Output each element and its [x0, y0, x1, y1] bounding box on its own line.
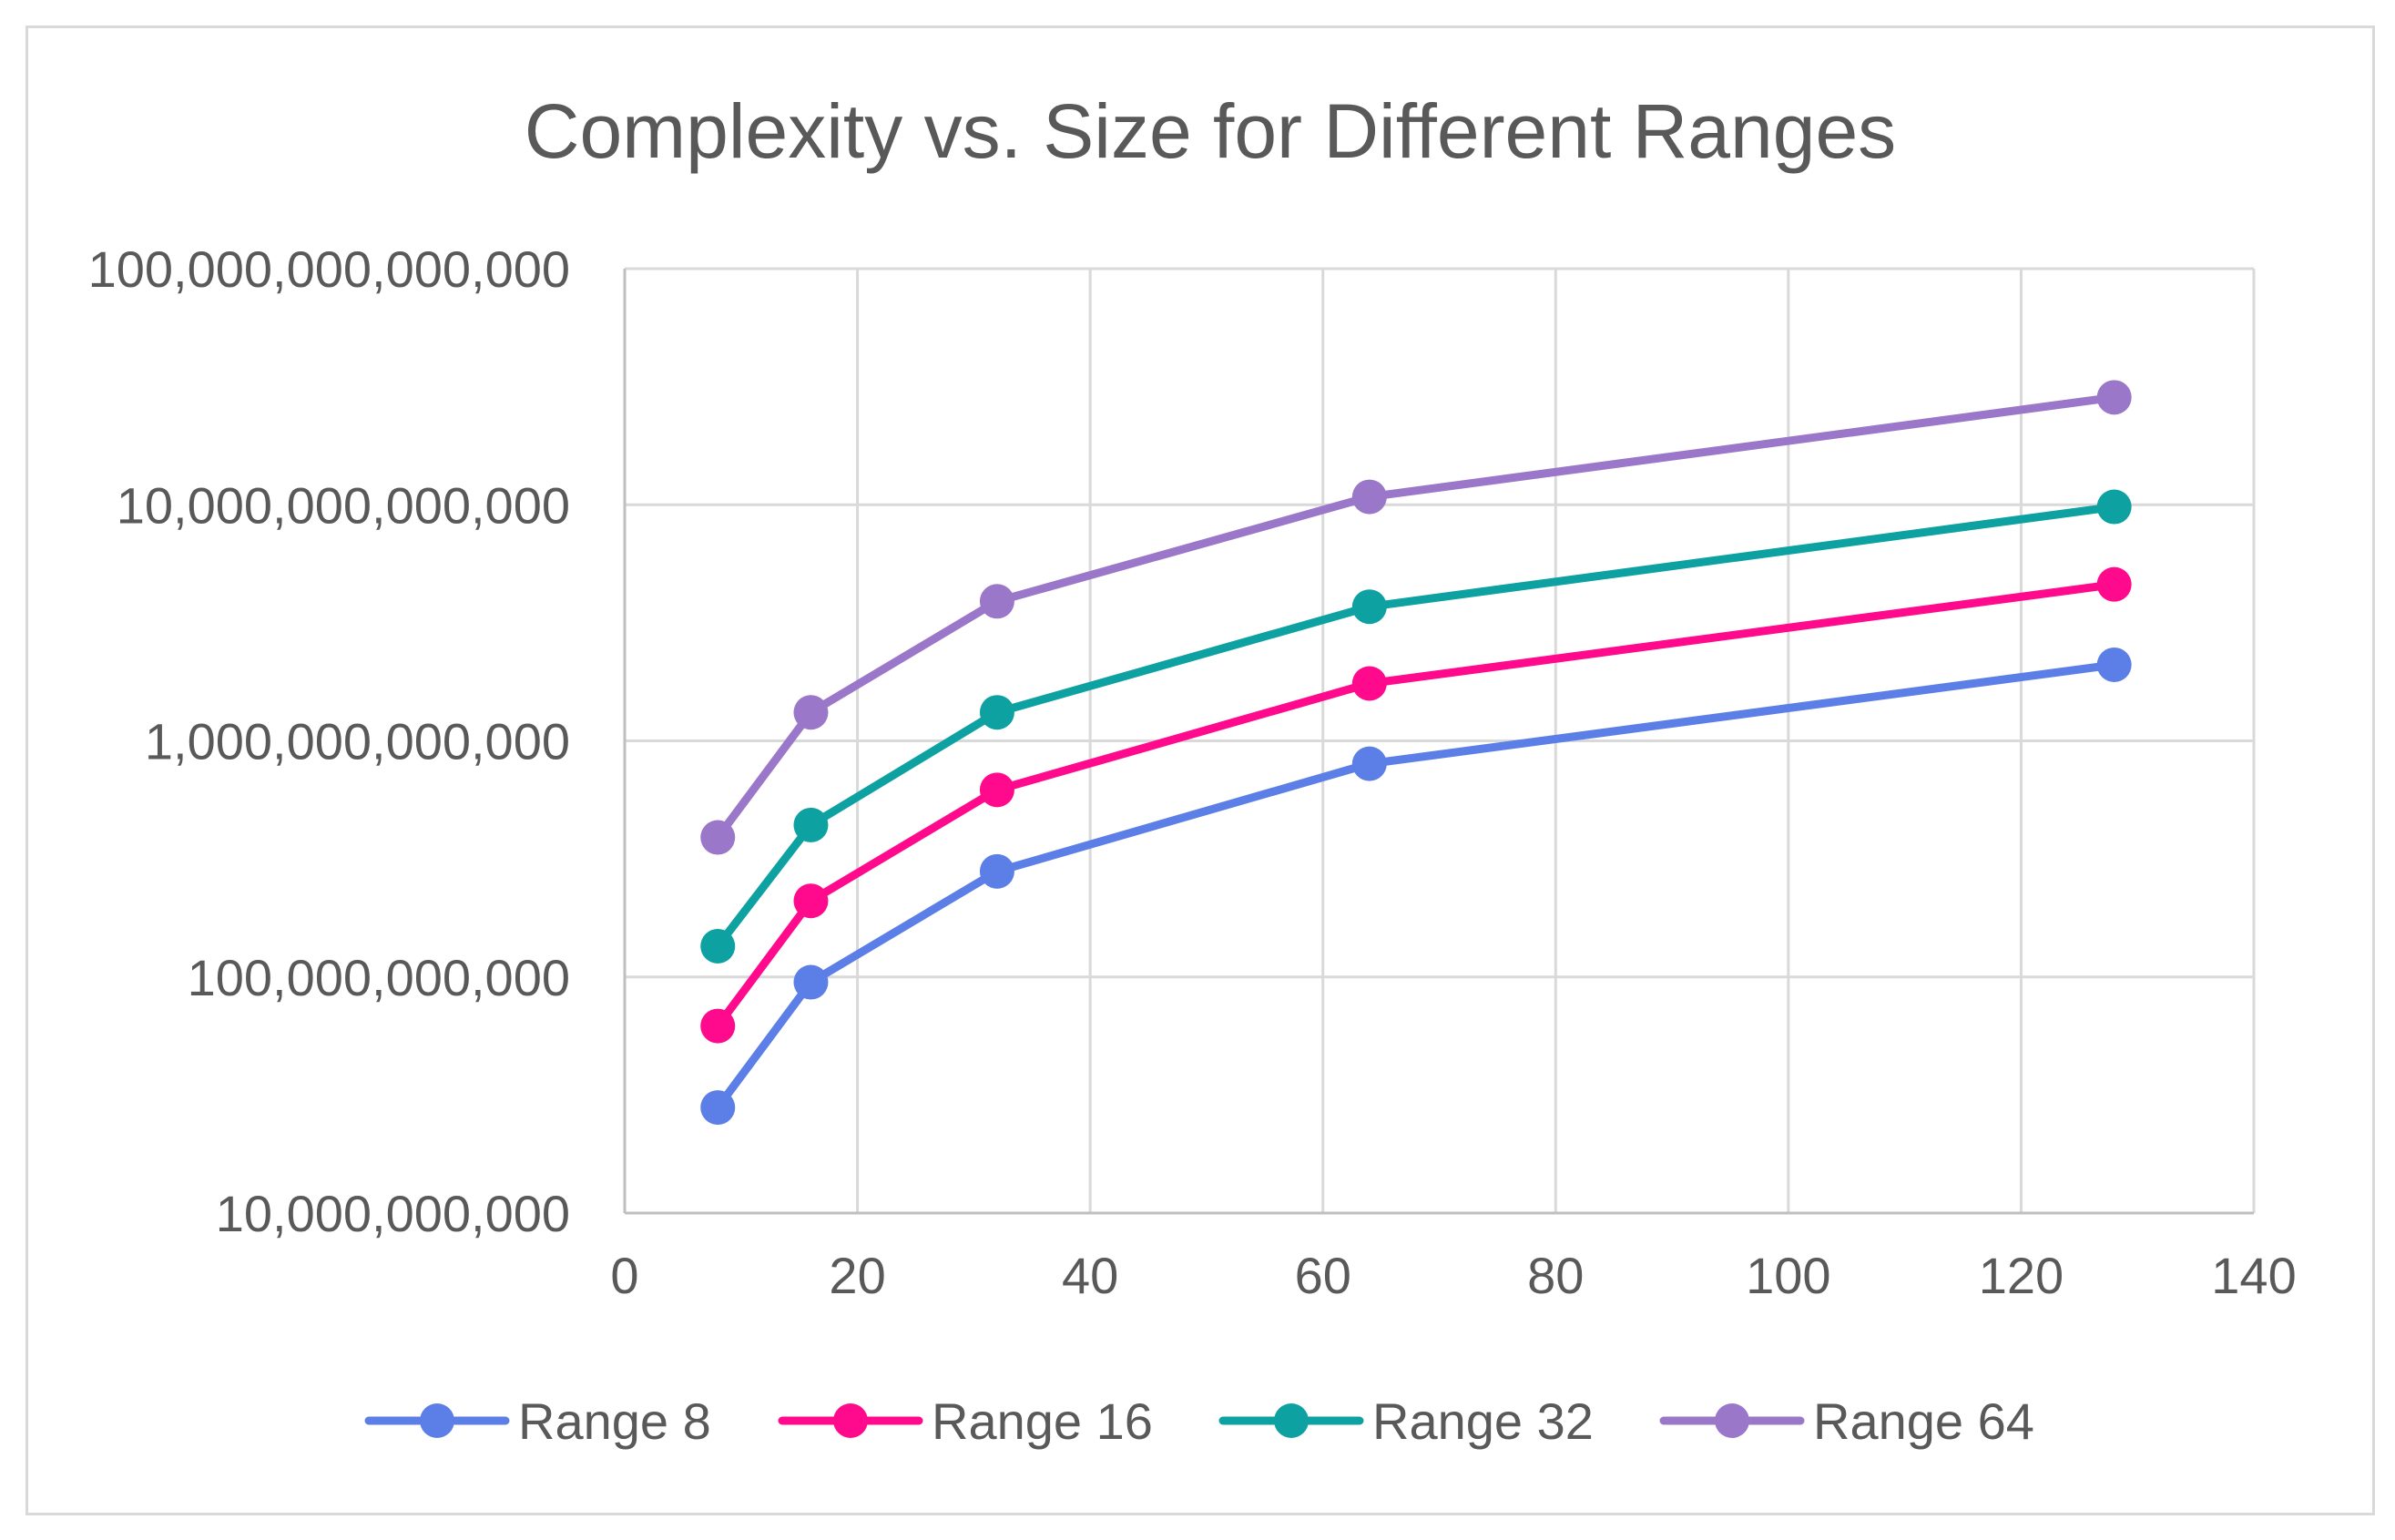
x-tick-label: 0 — [610, 1247, 638, 1304]
data-point — [1351, 746, 1387, 781]
x-tick-label: 100 — [1746, 1247, 1830, 1304]
axes: 10,000,000,000 100,000,000,000 1,000,000,0… — [88, 240, 2297, 1304]
series-layer — [700, 380, 2132, 1126]
legend-marker — [833, 1403, 868, 1438]
series-range-8 — [700, 647, 2132, 1126]
data-point — [2096, 647, 2132, 682]
series-line — [713, 660, 2119, 1112]
data-point — [793, 695, 829, 730]
data-point — [1351, 479, 1387, 515]
chart-title: Complexity vs. Size for Different Ranges — [525, 88, 1896, 174]
gridlines — [625, 267, 2256, 1213]
data-point — [2096, 489, 2132, 525]
y-tick-label: 10,000,000,000,000 — [117, 476, 570, 534]
series-line — [713, 580, 2119, 1031]
x-tick-label: 140 — [2211, 1247, 2296, 1304]
legend-marker — [1274, 1403, 1309, 1438]
legend-marker — [420, 1403, 454, 1438]
legend-label: Range 8 — [518, 1392, 711, 1450]
series-line — [713, 393, 2119, 842]
series-range-32 — [700, 489, 2132, 964]
y-tick-label: 10,000,000,000 — [216, 1185, 570, 1242]
legend-item: Range 8 — [364, 1392, 711, 1450]
data-point — [979, 695, 1014, 730]
legend-label: Range 64 — [1813, 1392, 2034, 1450]
data-point — [700, 1090, 736, 1126]
data-point — [700, 928, 736, 964]
series-range-64 — [700, 380, 2132, 855]
y-tick-label: 100,000,000,000 — [188, 949, 570, 1006]
x-tick-label: 60 — [1295, 1247, 1351, 1304]
x-tick-label: 40 — [1062, 1247, 1118, 1304]
data-point — [1351, 589, 1387, 625]
data-point — [979, 853, 1014, 889]
data-point — [793, 807, 829, 842]
data-point — [1351, 666, 1387, 701]
data-point — [700, 820, 736, 855]
data-point — [700, 1008, 736, 1044]
data-point — [793, 883, 829, 919]
x-tick-label: 20 — [829, 1247, 885, 1304]
legend-item: Range 16 — [778, 1392, 1153, 1450]
data-point — [2096, 566, 2132, 602]
legend-item: Range 32 — [1218, 1392, 1594, 1450]
data-point — [979, 584, 1014, 619]
series-range-16 — [700, 566, 2132, 1044]
legend: Range 8 Range 16 Range 32 Range 64 — [364, 1392, 2034, 1450]
legend-label: Range 32 — [1372, 1392, 1594, 1450]
legend-label: Range 16 — [932, 1392, 1153, 1450]
chart-frame — [25, 25, 2375, 1515]
y-tick-label: 1,000,000,000,000 — [145, 713, 570, 770]
series-line — [713, 503, 2119, 951]
data-point — [793, 964, 829, 1000]
y-tick-label: 100,000,000,000,000 — [88, 240, 570, 298]
legend-marker — [1715, 1403, 1749, 1438]
data-point — [2096, 380, 2132, 415]
x-tick-label: 80 — [1527, 1247, 1584, 1304]
data-point — [979, 772, 1014, 808]
legend-item: Range 64 — [1659, 1392, 2034, 1450]
x-tick-label: 120 — [1979, 1247, 2064, 1304]
